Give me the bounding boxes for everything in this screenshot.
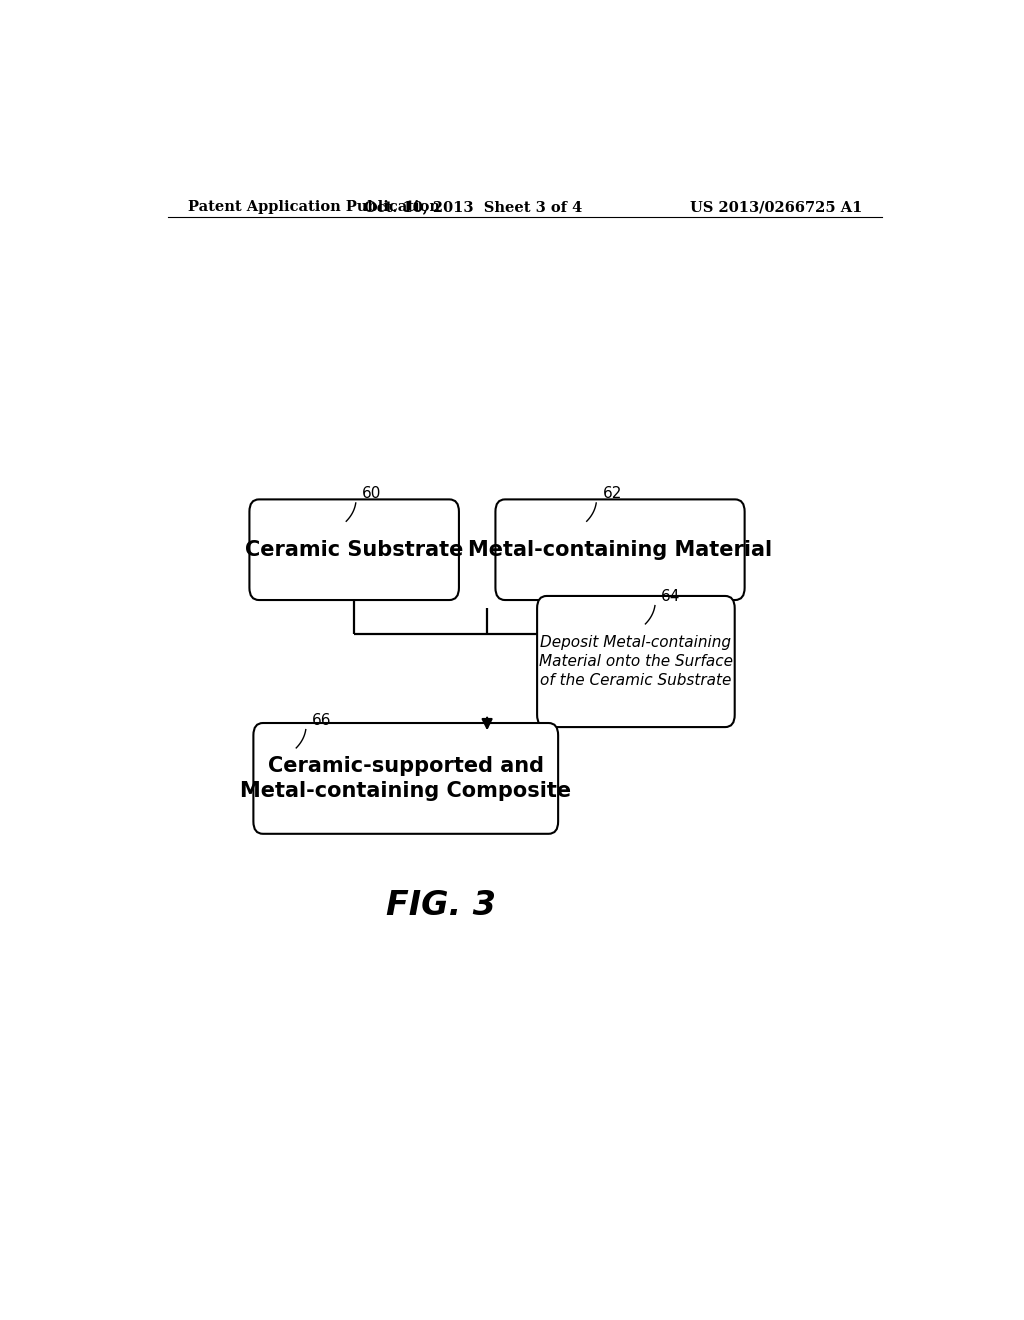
FancyBboxPatch shape (496, 499, 744, 601)
Text: 66: 66 (312, 713, 332, 727)
Text: 64: 64 (662, 589, 681, 603)
FancyBboxPatch shape (250, 499, 459, 601)
Text: Ceramic Substrate: Ceramic Substrate (245, 540, 464, 560)
FancyBboxPatch shape (253, 723, 558, 834)
Text: Ceramic-supported and
Metal-containing Composite: Ceramic-supported and Metal-containing C… (241, 756, 571, 801)
Text: 62: 62 (602, 486, 622, 500)
Text: FIG. 3: FIG. 3 (386, 888, 497, 921)
FancyBboxPatch shape (538, 595, 734, 727)
Text: Metal-containing Material: Metal-containing Material (468, 540, 772, 560)
Text: 60: 60 (362, 486, 382, 500)
Text: Deposit Metal-containing
Material onto the Surface
of the Ceramic Substrate: Deposit Metal-containing Material onto t… (539, 635, 733, 688)
Text: US 2013/0266725 A1: US 2013/0266725 A1 (690, 201, 862, 214)
Text: Oct. 10, 2013  Sheet 3 of 4: Oct. 10, 2013 Sheet 3 of 4 (365, 201, 583, 214)
Text: Patent Application Publication: Patent Application Publication (187, 201, 439, 214)
